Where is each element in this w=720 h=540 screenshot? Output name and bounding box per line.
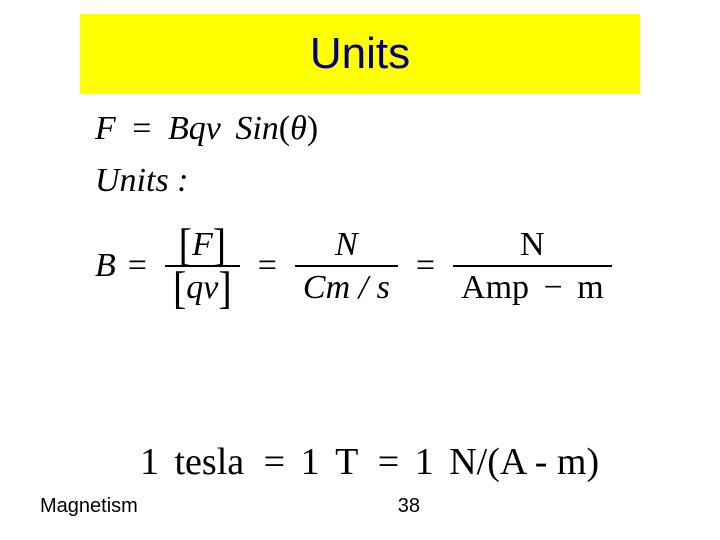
title-box: Units: [80, 14, 640, 94]
paren-close: ): [307, 110, 318, 147]
rbracket-icon: ]: [213, 226, 226, 263]
eq-sign-3: =: [416, 247, 435, 285]
tesla-eq2: =: [378, 441, 399, 483]
formula-area: F = Bqv Sin(θ) Units : B = [ F ] [ qv ] …: [95, 110, 655, 309]
tesla-equation: 1 tesla = 1 T = 1 N/(A - m): [140, 440, 599, 484]
b-equation: B = [ F ] [ qv ] = N Cm / s = N: [95, 224, 655, 309]
tesla-T: T: [335, 441, 358, 483]
frac3-num: N: [512, 224, 553, 265]
footer-topic-label: Magnetism: [40, 495, 138, 518]
eq-sign-2: =: [258, 247, 277, 285]
tesla-unit: N/(A - m): [449, 441, 599, 483]
b-lhs: B: [95, 247, 116, 285]
frac3-den-m: m: [577, 269, 603, 306]
slide-number: 38: [398, 495, 420, 518]
eq-sign-1: =: [128, 247, 147, 285]
force-lhs: F: [95, 110, 116, 147]
tesla-eq1: =: [264, 441, 285, 483]
paren-open: (: [279, 110, 290, 147]
tesla-one2: 1: [301, 441, 320, 483]
frac-f-over-qv: [ F ] [ qv ]: [165, 224, 240, 309]
force-rhs-bqv: Bqv: [168, 110, 221, 147]
frac-n-over-amp-m: N Amp − m: [453, 224, 612, 309]
frac2-den: Cm / s: [295, 267, 398, 308]
tesla-word: tesla: [175, 441, 245, 483]
tesla-one1: 1: [140, 441, 159, 483]
force-theta: θ: [290, 110, 307, 147]
rbracket-icon: ]: [218, 270, 231, 307]
frac2-num: N: [327, 224, 366, 265]
lbracket-icon: [: [173, 270, 186, 307]
eq-sign: =: [132, 110, 151, 147]
page-title: Units: [310, 29, 410, 79]
lbracket-icon: [: [179, 226, 192, 263]
frac3-den-amp: Amp: [461, 269, 529, 306]
units-label: Units :: [95, 162, 655, 200]
frac1-num: F: [192, 226, 213, 263]
frac1-den: qv: [186, 269, 218, 306]
force-rhs-sin: Sin: [235, 110, 278, 147]
tesla-one3: 1: [415, 441, 434, 483]
force-equation: F = Bqv Sin(θ): [95, 110, 655, 148]
frac-n-over-cms: N Cm / s: [295, 224, 398, 309]
frac3-den-minus: −: [544, 269, 563, 306]
